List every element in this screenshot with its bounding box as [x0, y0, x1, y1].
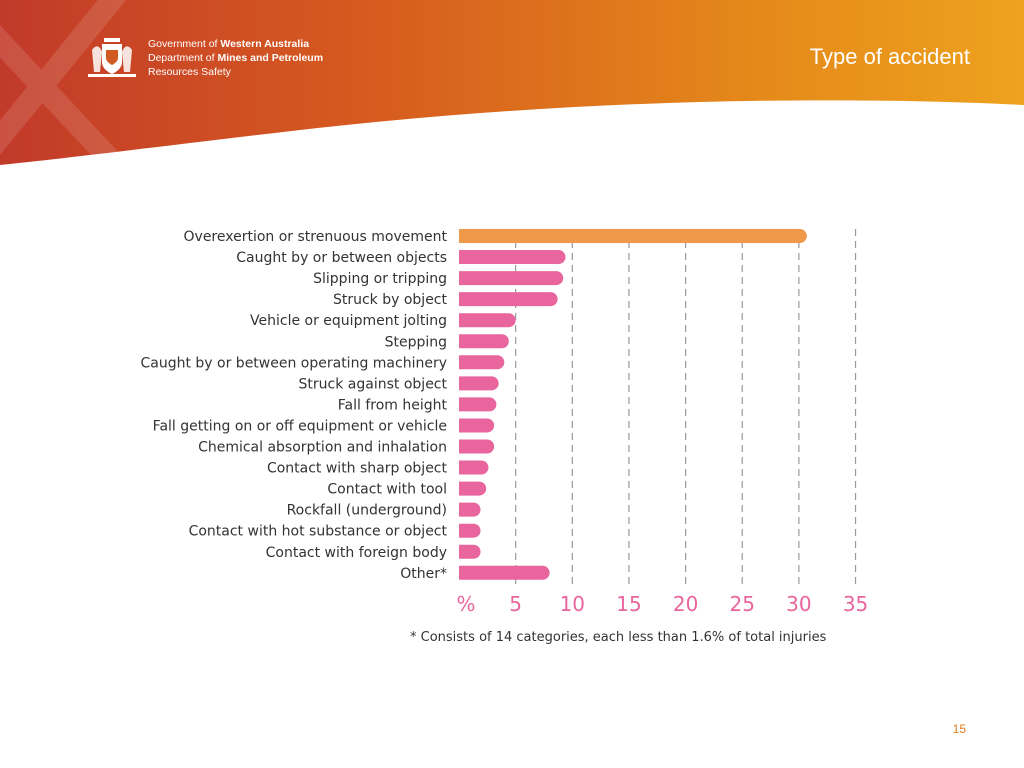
- bar: [453, 376, 499, 391]
- org-line-1: Government of Western Australia: [148, 38, 310, 50]
- category-label: Caught by or between operating machinery: [140, 355, 447, 371]
- page-number: 15: [952, 722, 966, 736]
- category-label: Stepping: [385, 334, 447, 350]
- x-axis-ticks: 5 10 15 20 25 30 35%: [456, 592, 868, 616]
- x-tick-label: 5: [509, 592, 522, 616]
- category-label: Contact with hot substance or object: [189, 524, 448, 540]
- category-label: Caught by or between objects: [236, 250, 447, 266]
- chart-footnote: * Consists of 14 categories, each less t…: [410, 630, 827, 645]
- category-labels: Overexertion or strenuous movement Caught…: [140, 229, 447, 582]
- x-axis-unit-label: %: [456, 592, 475, 616]
- header-banner: [0, 0, 1024, 170]
- bar: [453, 418, 495, 433]
- slide-title: Type of accident: [809, 44, 970, 69]
- category-label: Fall from height: [338, 397, 448, 413]
- category-label: Struck by object: [333, 292, 448, 308]
- bars: [451, 229, 807, 584]
- axis-mask: [451, 229, 459, 584]
- org-line-2: Department of Mines and Petroleum: [148, 52, 324, 64]
- category-label: Fall getting on or off equipment or vehi…: [153, 418, 447, 434]
- bar: [453, 250, 566, 265]
- x-tick-label: 30: [786, 592, 811, 616]
- bar: [453, 523, 481, 538]
- category-label: Contact with sharp object: [267, 461, 448, 477]
- x-tick-label: 20: [673, 592, 698, 616]
- category-label: Struck against object: [299, 376, 448, 392]
- bar: [453, 544, 481, 559]
- coat-of-arms-icon: [88, 38, 136, 77]
- category-label: Contact with tool: [327, 482, 447, 498]
- bar: [453, 439, 495, 454]
- x-tick-label: 25: [730, 592, 755, 616]
- bar: [453, 481, 487, 496]
- bar: [453, 355, 505, 370]
- category-label: Contact with foreign body: [266, 545, 447, 561]
- category-label: Rockfall (underground): [287, 503, 447, 519]
- category-label: Slipping or tripping: [313, 271, 447, 287]
- bar: [453, 229, 807, 243]
- bar: [453, 292, 558, 307]
- bar: [453, 565, 550, 580]
- x-tick-label: 15: [616, 592, 641, 616]
- bar: [453, 334, 509, 349]
- bar: [453, 397, 497, 412]
- bar: [453, 460, 489, 475]
- category-label: Overexertion or strenuous movement: [184, 229, 448, 245]
- org-line-3: Resources Safety: [148, 66, 231, 78]
- x-tick-label: 10: [560, 592, 585, 616]
- gridlines: [515, 229, 857, 584]
- bar: [453, 271, 564, 286]
- category-label: Vehicle or equipment jolting: [250, 313, 447, 329]
- bar: [453, 313, 516, 328]
- bar: [453, 502, 481, 517]
- org-logo: Government of Western Australia Departme…: [84, 30, 364, 86]
- x-tick-label: 35: [843, 592, 868, 616]
- category-label: Chemical absorption and inhalation: [198, 440, 447, 456]
- category-label: Other*: [400, 566, 447, 582]
